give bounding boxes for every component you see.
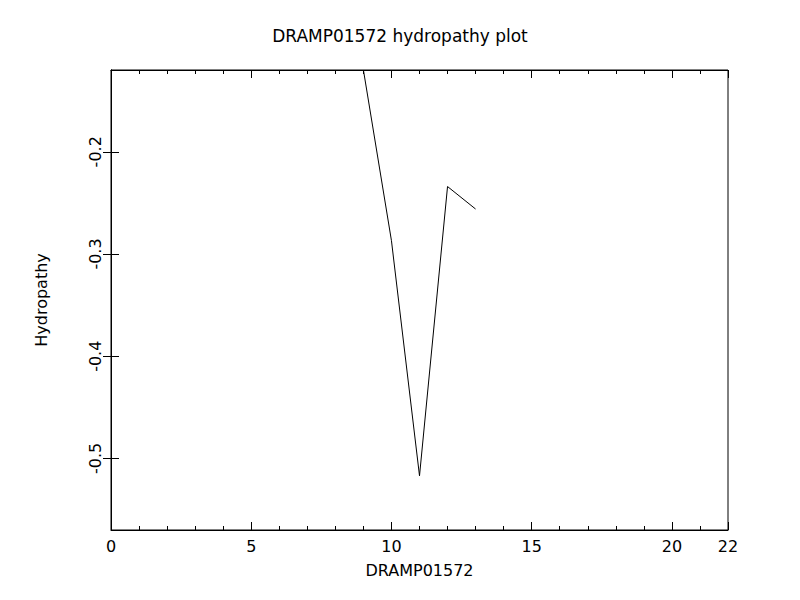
svg-text:-0.5: -0.5 (86, 443, 105, 474)
svg-text:22: 22 (718, 537, 738, 556)
svg-text:10: 10 (381, 537, 401, 556)
svg-text:DRAMP01572: DRAMP01572 (365, 561, 473, 580)
svg-text:-0.2: -0.2 (86, 136, 105, 167)
svg-text:-0.3: -0.3 (86, 238, 105, 269)
svg-text:DRAMP01572 hydropathy plot: DRAMP01572 hydropathy plot (272, 26, 528, 46)
svg-text:15: 15 (522, 537, 542, 556)
svg-text:20: 20 (662, 537, 682, 556)
svg-text:5: 5 (246, 537, 256, 556)
svg-text:-0.4: -0.4 (86, 341, 105, 372)
svg-text:0: 0 (106, 537, 116, 556)
svg-text:Hydropathy: Hydropathy (32, 253, 51, 347)
